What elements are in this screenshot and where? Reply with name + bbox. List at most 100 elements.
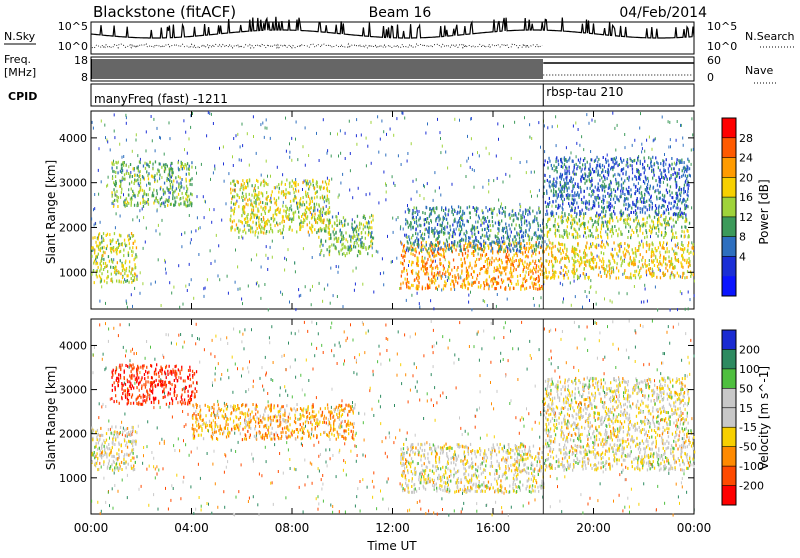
data-point	[444, 256, 445, 259]
data-point	[380, 272, 381, 275]
data-point	[322, 181, 323, 184]
data-point	[636, 255, 637, 258]
data-point	[358, 244, 359, 247]
data-point	[357, 215, 358, 218]
data-point	[457, 212, 458, 215]
data-point	[554, 225, 555, 228]
data-point	[688, 252, 689, 255]
data-point	[427, 258, 428, 261]
data-point	[287, 215, 288, 218]
data-point	[327, 248, 328, 251]
data-point	[677, 218, 678, 221]
data-point	[650, 267, 651, 270]
data-point	[365, 237, 366, 240]
data-point	[129, 182, 130, 185]
data-point	[473, 254, 474, 257]
data-point	[209, 112, 210, 115]
data-point	[596, 291, 597, 294]
data-point	[519, 237, 520, 240]
data-point	[128, 202, 129, 205]
data-point	[250, 226, 251, 229]
data-point	[649, 136, 650, 139]
data-point	[585, 202, 586, 205]
data-point	[670, 309, 671, 312]
data-point	[471, 267, 472, 270]
data-point	[534, 215, 535, 218]
data-point	[116, 166, 117, 169]
data-point	[368, 227, 369, 230]
data-point	[308, 154, 309, 157]
data-point	[573, 248, 574, 251]
data-point	[426, 220, 427, 223]
data-point	[377, 115, 378, 118]
data-point	[621, 161, 622, 164]
data-point	[580, 158, 581, 161]
data-point	[426, 244, 427, 247]
data-point	[415, 248, 416, 251]
data-point	[643, 205, 644, 208]
data-point	[539, 284, 540, 287]
data-point	[603, 263, 604, 266]
data-point	[107, 245, 108, 248]
data-point	[411, 236, 412, 239]
data-point	[99, 242, 100, 245]
data-point	[107, 140, 108, 143]
data-point	[439, 253, 440, 256]
data-point	[653, 221, 654, 224]
data-point	[602, 257, 603, 260]
data-point	[101, 285, 102, 288]
data-point	[601, 260, 602, 263]
data-point	[256, 152, 257, 155]
data-point	[566, 257, 567, 260]
data-point	[438, 274, 439, 277]
data-point	[449, 273, 450, 276]
data-point	[433, 199, 434, 202]
data-point	[98, 193, 99, 196]
data-point	[268, 308, 269, 311]
data-point	[496, 235, 497, 238]
data-point	[295, 211, 296, 214]
data-point	[260, 201, 261, 204]
data-point	[474, 186, 475, 189]
data-point	[240, 287, 241, 290]
data-point	[653, 251, 654, 254]
data-point	[663, 247, 664, 250]
data-point	[181, 245, 182, 248]
data-point	[111, 260, 112, 263]
data-point	[650, 158, 651, 161]
data-point	[692, 133, 693, 136]
data-point	[318, 229, 319, 232]
data-point	[684, 184, 685, 187]
data-point	[528, 239, 529, 242]
data-point	[589, 247, 590, 250]
data-point	[575, 252, 576, 255]
data-point	[278, 197, 279, 200]
data-point	[398, 216, 399, 219]
data-point	[596, 246, 597, 249]
data-point	[242, 221, 243, 224]
data-point	[514, 254, 515, 257]
data-point	[681, 191, 682, 194]
data-point	[485, 260, 486, 263]
data-point	[647, 300, 648, 303]
data-point	[311, 197, 312, 200]
data-point	[149, 182, 150, 185]
data-point	[666, 250, 667, 253]
data-point	[173, 286, 174, 289]
data-point	[145, 241, 146, 244]
data-point	[445, 208, 446, 211]
data-point	[610, 299, 611, 302]
data-point	[323, 118, 324, 121]
data-point	[526, 220, 527, 223]
data-point	[355, 246, 356, 249]
date-title: 04/Feb/2014	[619, 5, 707, 21]
data-point	[481, 244, 482, 247]
data-point	[590, 285, 591, 288]
data-point	[569, 172, 570, 175]
data-point	[352, 227, 353, 230]
data-point	[329, 250, 330, 253]
data-point	[282, 293, 283, 296]
data-point	[213, 171, 214, 174]
data-point	[171, 292, 172, 295]
data-point	[539, 241, 540, 244]
